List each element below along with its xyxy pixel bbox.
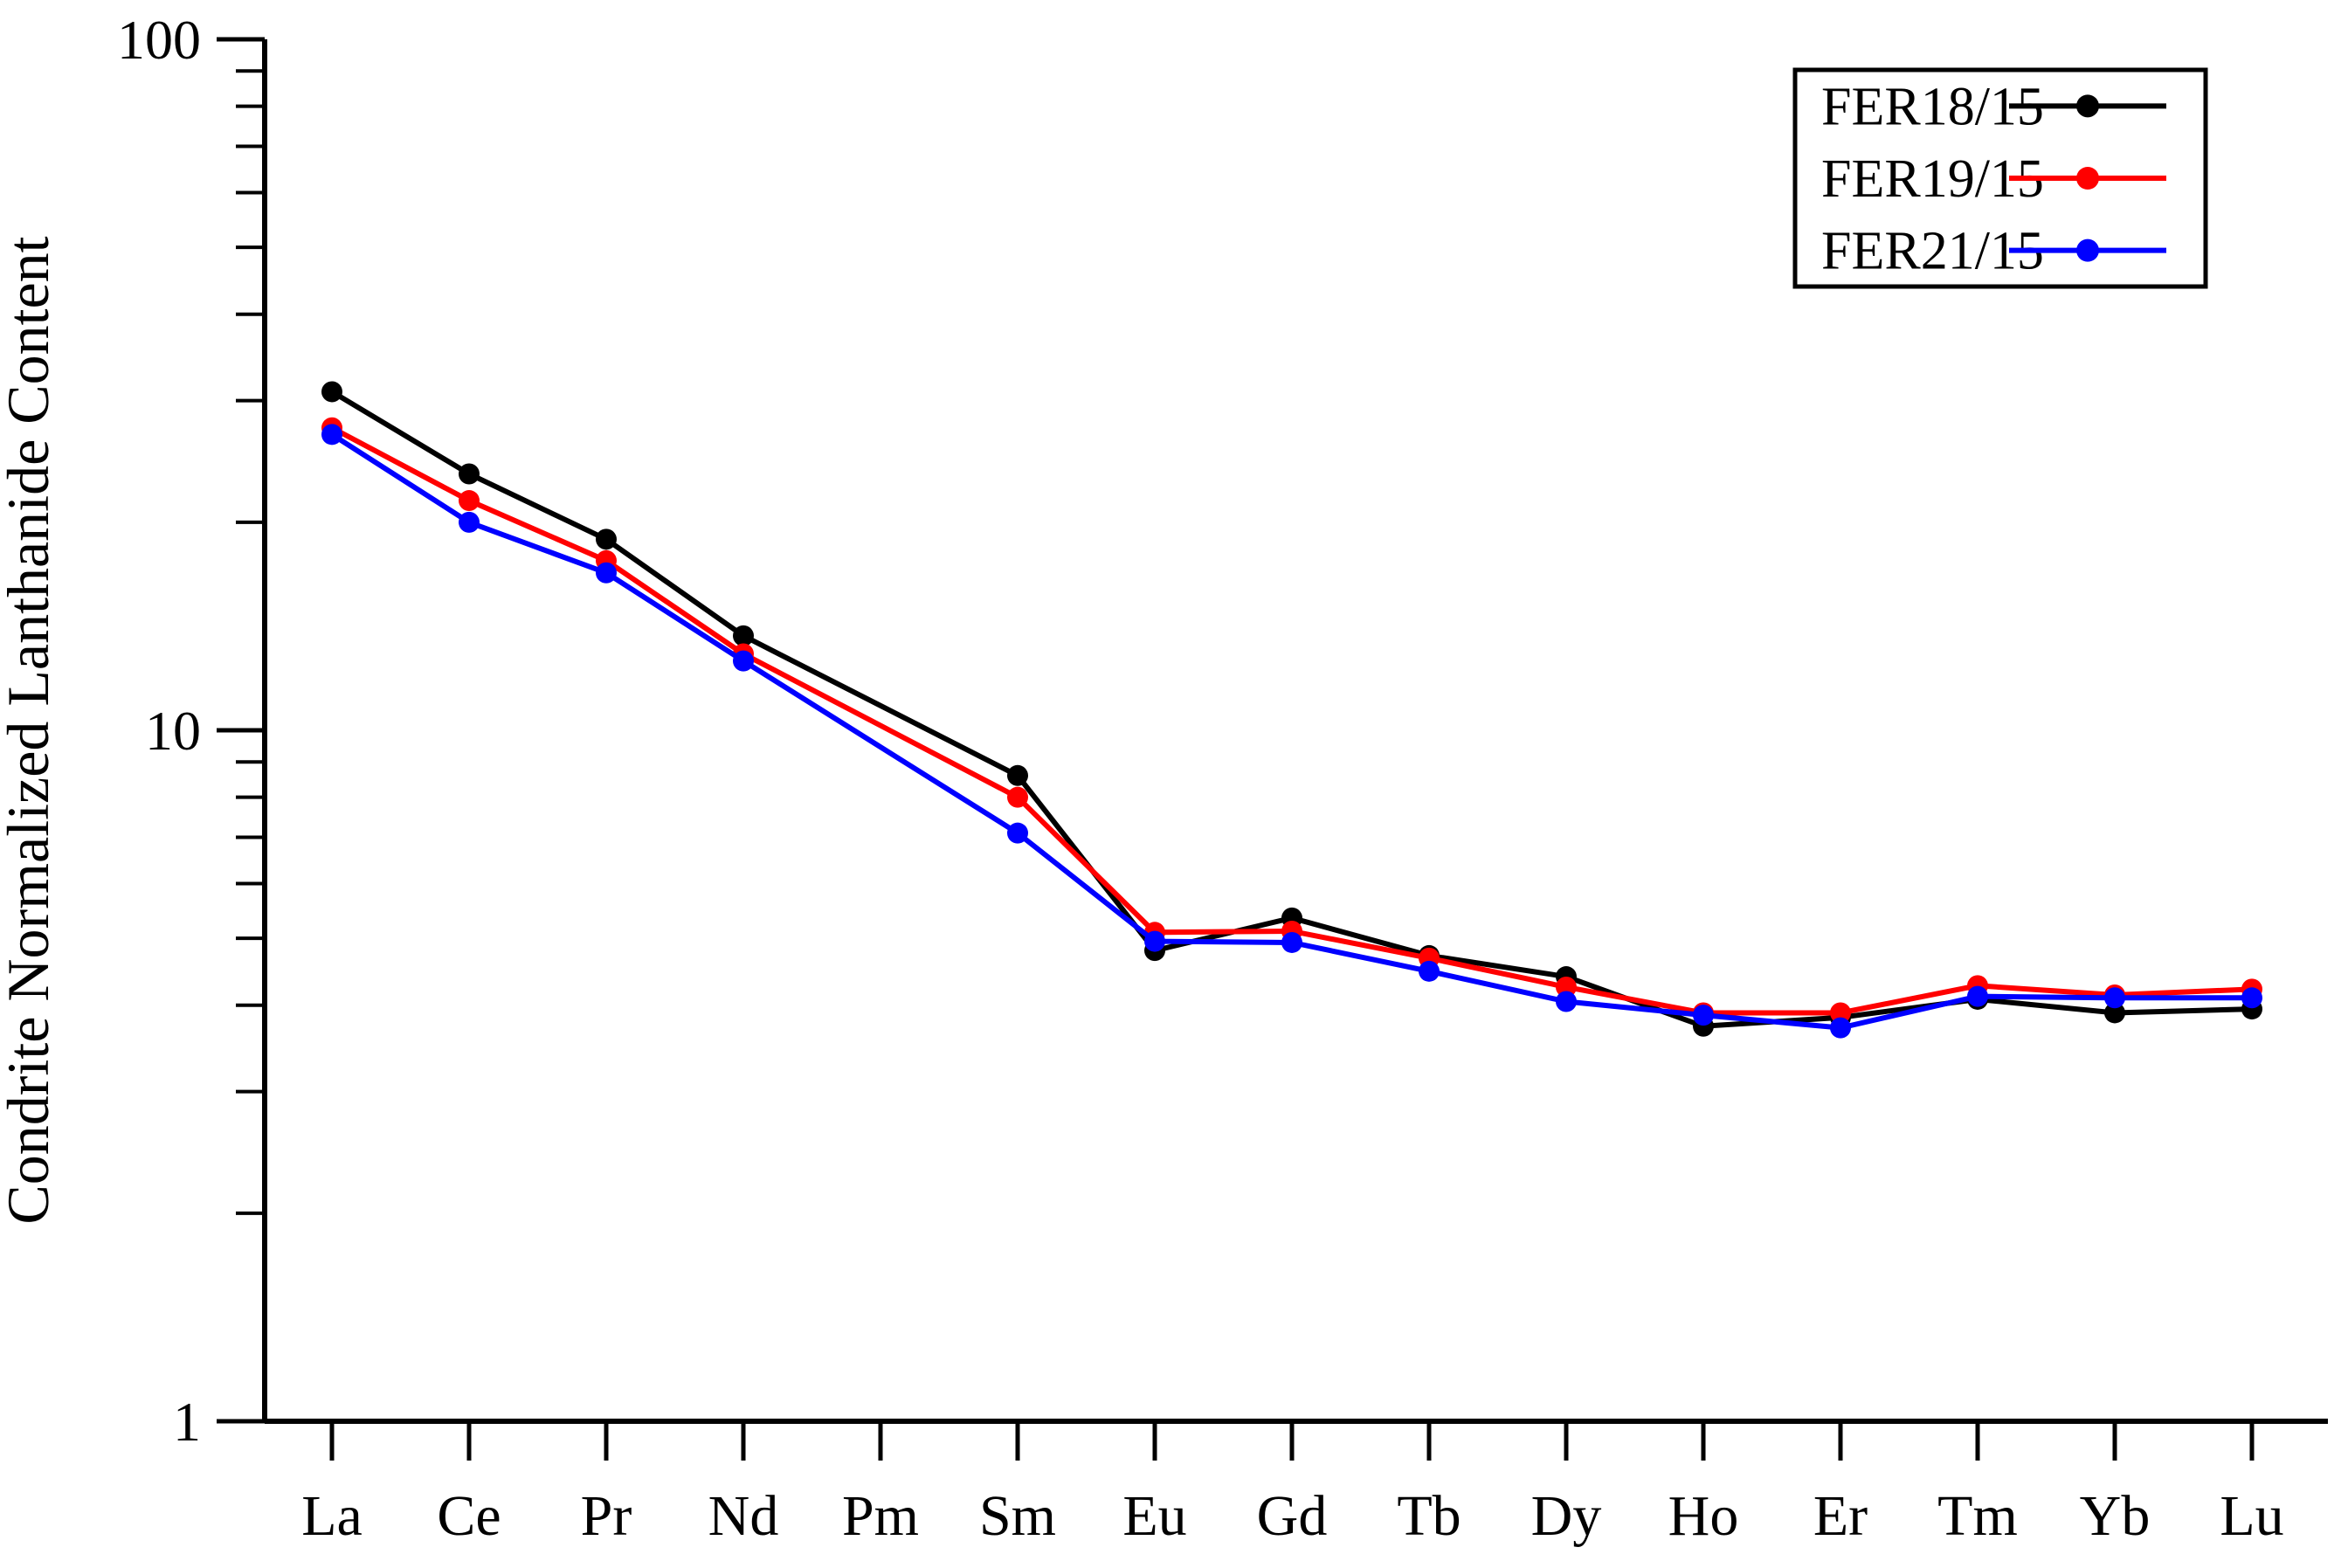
- x-tick-label: Tb: [1397, 1484, 1461, 1548]
- y-tick-label: 10: [145, 700, 201, 762]
- x-tick-label: Pr: [581, 1484, 632, 1548]
- x-tick-label: Gd: [1257, 1484, 1328, 1548]
- data-point: [2104, 987, 2125, 1009]
- data-point: [1693, 1005, 1714, 1026]
- data-point: [1281, 931, 1302, 953]
- data-point: [1556, 976, 1577, 998]
- data-point: [459, 463, 480, 485]
- data-point: [2104, 1002, 2125, 1024]
- data-point: [1144, 930, 1165, 952]
- data-point: [459, 490, 480, 512]
- series-layer: [321, 381, 2262, 1039]
- axes-layer: 1 10 100 La Ce Pr Nd Pm Sm Eu Gd Tb Dy Ho Er Tm Yb Lu: [117, 9, 2328, 1548]
- x-tick-label: Nd: [708, 1484, 779, 1548]
- x-tick-label: Yb: [2080, 1484, 2151, 1548]
- legend-item: FER19/15: [1821, 149, 2166, 209]
- legend-marker: [2076, 94, 2099, 118]
- y-axis-title: Condrite Normalized Lanthanide Content: [0, 236, 61, 1224]
- data-point: [733, 650, 754, 672]
- data-point: [1007, 786, 1028, 808]
- data-point: [2241, 987, 2262, 1009]
- data-point: [1830, 1002, 1851, 1024]
- series-line: [330, 432, 2252, 1031]
- data-point: [596, 528, 617, 550]
- x-tick-label: Pm: [842, 1484, 919, 1548]
- legend-item: FER18/15: [1821, 77, 2166, 136]
- data-point: [321, 424, 342, 446]
- data-point: [1007, 822, 1028, 844]
- x-tick-label: Ce: [437, 1484, 501, 1548]
- x-tick-label: Sm: [979, 1484, 1056, 1548]
- x-tick-label: Er: [1813, 1484, 1868, 1548]
- legend-marker: [2076, 238, 2099, 262]
- data-point: [459, 511, 480, 533]
- series-line: [330, 425, 2253, 1016]
- x-tick-label: Tm: [1937, 1484, 2018, 1548]
- y-tick-label: 1: [173, 1391, 201, 1453]
- x-tick-label: La: [301, 1484, 363, 1548]
- data-point: [733, 625, 754, 646]
- y-tick-label: 100: [117, 9, 201, 71]
- legend-layer: FER18/15 FER19/15 FER21/15: [1792, 67, 2208, 289]
- x-tick-label: Lu: [2220, 1484, 2283, 1548]
- x-tick-label: Dy: [1531, 1484, 1602, 1548]
- legend-label: FER18/15: [1821, 77, 2044, 136]
- data-point: [1967, 985, 1988, 1007]
- legend-marker: [2076, 167, 2099, 190]
- legend-label: FER21/15: [1821, 222, 2044, 281]
- data-point: [1007, 764, 1028, 786]
- data-point: [1419, 960, 1440, 982]
- data-point: [1830, 1017, 1851, 1039]
- data-point: [321, 381, 342, 403]
- x-tick-label: Eu: [1122, 1484, 1186, 1548]
- data-point: [596, 562, 617, 584]
- legend-label: FER19/15: [1821, 149, 2044, 209]
- x-tick-label: Ho: [1668, 1484, 1739, 1548]
- series-FER21-15: [321, 424, 2262, 1039]
- legend-item: FER21/15: [1821, 222, 2166, 281]
- data-point: [1556, 991, 1577, 1012]
